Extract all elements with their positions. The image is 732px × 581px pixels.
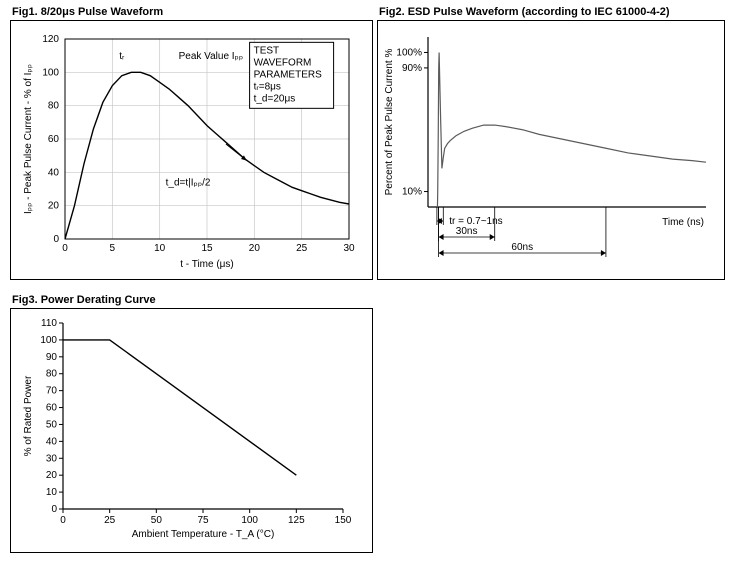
svg-text:50: 50 <box>151 515 163 526</box>
svg-text:60: 60 <box>48 134 60 145</box>
svg-text:90: 90 <box>46 352 58 363</box>
svg-text:0: 0 <box>51 504 57 515</box>
svg-text:50: 50 <box>46 419 58 430</box>
svg-text:150: 150 <box>335 515 352 526</box>
svg-text:0: 0 <box>62 243 68 254</box>
svg-text:15: 15 <box>201 243 213 254</box>
svg-text:% of Rated Power: % of Rated Power <box>23 375 34 456</box>
svg-text:Percent of Peak Pulse Current: Percent of Peak Pulse Current % <box>384 49 395 196</box>
svg-text:75: 75 <box>197 515 209 526</box>
svg-text:t_d=t|Iₚₚ/2: t_d=t|Iₚₚ/2 <box>166 178 211 189</box>
svg-text:Ambient Temperature - T_A (°C: Ambient Temperature - T_A (°C) <box>132 529 275 540</box>
svg-text:40: 40 <box>48 167 60 178</box>
svg-text:Peak Value Iₚₚ: Peak Value Iₚₚ <box>179 51 244 62</box>
svg-text:Iₚₚ - Peak Pulse Current - % o: Iₚₚ - Peak Pulse Current - % of Iₚₚ <box>23 64 34 214</box>
svg-text:120: 120 <box>42 34 59 45</box>
svg-text:tᵣ: tᵣ <box>119 51 125 62</box>
svg-text:70: 70 <box>46 386 58 397</box>
svg-text:TEST: TEST <box>254 45 280 56</box>
svg-text:5: 5 <box>110 243 116 254</box>
svg-text:10: 10 <box>154 243 166 254</box>
svg-text:100: 100 <box>40 335 57 346</box>
svg-text:10%: 10% <box>402 187 422 198</box>
svg-text:WAVEFORM: WAVEFORM <box>254 57 312 68</box>
svg-text:90%: 90% <box>402 63 422 74</box>
svg-text:100%: 100% <box>396 47 422 58</box>
svg-text:Time (ns): Time (ns) <box>662 217 704 228</box>
svg-text:125: 125 <box>288 515 305 526</box>
svg-text:20: 20 <box>46 470 58 481</box>
svg-text:60ns: 60ns <box>511 242 533 253</box>
svg-text:25: 25 <box>104 515 116 526</box>
svg-text:25: 25 <box>296 243 308 254</box>
svg-text:10: 10 <box>46 487 58 498</box>
svg-text:t - Time (μs): t - Time (μs) <box>180 259 234 270</box>
fig1-title: Fig1. 8/20μs Pulse Waveform <box>12 6 375 18</box>
svg-text:PARAMETERS: PARAMETERS <box>254 69 322 80</box>
svg-text:40: 40 <box>46 436 58 447</box>
svg-text:0: 0 <box>53 234 59 245</box>
svg-text:80: 80 <box>48 101 60 112</box>
svg-text:30ns: 30ns <box>456 226 478 237</box>
fig3-panel: 0 25 50 75 100 125 150 0 10 20 30 40 50 60 70 80 90 100 11… <box>10 308 373 553</box>
svg-text:tᵣ=8μs: tᵣ=8μs <box>254 81 281 92</box>
svg-text:30: 30 <box>343 243 355 254</box>
svg-text:30: 30 <box>46 453 58 464</box>
svg-text:100: 100 <box>42 67 59 78</box>
svg-text:20: 20 <box>249 243 261 254</box>
svg-text:100: 100 <box>241 515 258 526</box>
svg-text:20: 20 <box>48 201 60 212</box>
fig2-title: Fig2. ESD Pulse Waveform (according to I… <box>379 6 729 18</box>
svg-text:80: 80 <box>46 369 58 380</box>
fig2-panel: 100% 90% 10% Percent of Peak Pulse Current … <box>377 20 725 280</box>
svg-text:0: 0 <box>60 515 66 526</box>
fig1-panel: 0 5 10 15 20 25 30 0 20 40 60 80 100 120 t - Time (μs)… <box>10 20 373 280</box>
svg-text:60: 60 <box>46 403 58 414</box>
fig3-title: Fig3. Power Derating Curve <box>12 294 375 306</box>
svg-text:110: 110 <box>41 318 57 329</box>
svg-text:t_d=20μs: t_d=20μs <box>254 93 296 104</box>
